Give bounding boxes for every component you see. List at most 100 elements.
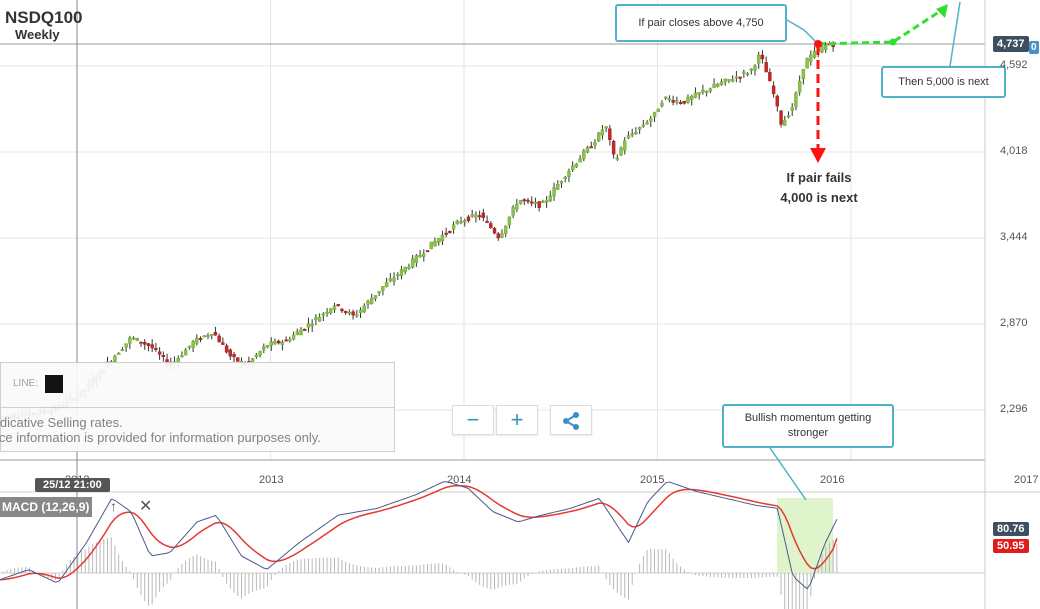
candle-up — [556, 183, 560, 190]
candle-up — [325, 311, 329, 314]
candle-up — [210, 334, 214, 337]
candle-up — [410, 258, 415, 268]
candle-up — [604, 126, 608, 129]
candle-up — [567, 170, 571, 177]
candle-up — [637, 127, 642, 130]
candle-down — [213, 332, 218, 336]
green-projection-dot — [889, 38, 897, 46]
candle-up — [544, 199, 549, 203]
candle-up — [570, 165, 575, 171]
disclaimer-line-2: Price information is provided for inform… — [0, 430, 321, 445]
candle-up — [708, 88, 713, 92]
annotation-fails: If pair fails 4,000 is next — [768, 170, 870, 205]
candle-up — [820, 46, 824, 53]
candle-down — [276, 340, 281, 344]
candle-down — [671, 100, 675, 103]
candle-up — [600, 129, 605, 136]
callout-then-5000-text: Then 5,000 is next — [898, 76, 989, 88]
candle-down — [611, 140, 616, 155]
crosshair-date-tag: 25/12 21:00 — [35, 478, 110, 492]
candle-up — [626, 135, 631, 139]
candle-up — [187, 345, 192, 348]
candle-down — [284, 339, 288, 342]
candle-up — [541, 201, 545, 204]
candle-up — [652, 111, 657, 118]
candle-up — [370, 298, 374, 305]
chart-title: NSDQ100 — [5, 8, 83, 27]
candle-up — [786, 115, 791, 118]
candle-up — [459, 221, 463, 224]
zoom-out-button[interactable]: − — [452, 405, 494, 435]
candle-up — [113, 355, 117, 362]
candle-up — [812, 50, 817, 58]
share-button[interactable] — [550, 405, 592, 435]
candle-up — [314, 317, 318, 321]
candle-down — [530, 201, 534, 204]
candle-up — [470, 214, 474, 217]
legend-line-row: LINE: — [1, 363, 394, 408]
candle-up — [503, 225, 508, 234]
candle-up — [116, 352, 121, 355]
candle-up — [310, 324, 314, 327]
candle-up — [757, 54, 761, 64]
indicator-move-up-icon[interactable]: ↑ — [110, 498, 117, 514]
candle-up — [128, 337, 132, 344]
candle-up — [120, 349, 125, 352]
candle-up — [511, 207, 515, 216]
candle-up — [597, 132, 601, 142]
candle-down — [154, 347, 158, 350]
x-tick-label: 2014 — [447, 474, 472, 486]
candle-down — [738, 76, 742, 79]
legend-panel: LINE: Indicative Selling rates. Price in… — [0, 362, 395, 452]
candle-up — [299, 329, 303, 336]
candle-up — [396, 274, 400, 277]
line-label: LINE: — [13, 378, 39, 389]
candle-down — [466, 216, 471, 221]
x-tick-label: 2015 — [640, 474, 665, 486]
candle-up — [306, 323, 311, 328]
candle-down — [496, 233, 500, 239]
candle-up — [548, 195, 553, 202]
x-tick-label: 2016 — [820, 474, 845, 486]
candle-up — [823, 44, 828, 50]
candle-up — [727, 78, 731, 81]
candle-up — [463, 220, 467, 223]
candle-up — [180, 355, 184, 358]
macd-indicator-label[interactable]: MACD (12,26,9) — [0, 497, 92, 517]
candle-up — [623, 140, 627, 151]
candle-up — [280, 341, 285, 345]
candle-down — [764, 62, 768, 73]
indicator-close-icon[interactable]: ✕ — [139, 498, 153, 515]
candle-down — [775, 95, 780, 107]
candle-up — [801, 69, 806, 80]
candle-up — [500, 233, 504, 238]
candle-up — [667, 98, 672, 101]
candle-up — [202, 335, 206, 338]
candle-down — [448, 231, 452, 233]
candle-up — [730, 79, 735, 82]
candle-up — [440, 234, 445, 242]
candle-up — [675, 100, 679, 103]
candle-down — [198, 338, 203, 341]
candle-up — [321, 313, 326, 316]
candle-up — [585, 146, 590, 153]
red-arrow-head — [810, 148, 826, 163]
macd-value-tag: 80.76 — [993, 522, 1029, 536]
y-tick-label: 3,444 — [1000, 231, 1028, 243]
current-price-tag: 4,737 — [993, 36, 1029, 52]
candle-up — [697, 92, 701, 95]
candle-up — [451, 224, 456, 230]
candle-up — [183, 349, 188, 356]
candle-down — [477, 215, 482, 218]
line-color-swatch[interactable] — [45, 375, 63, 393]
candle-up — [418, 254, 422, 258]
x-tick-label: 2013 — [259, 474, 284, 486]
candle-down — [157, 351, 162, 355]
candle-up — [723, 78, 727, 83]
candle-up — [291, 334, 296, 340]
candle-up — [258, 351, 262, 356]
candle-up — [797, 80, 802, 93]
candle-down — [779, 110, 783, 125]
zoom-in-button[interactable]: + — [496, 405, 538, 435]
candle-up — [362, 305, 366, 312]
